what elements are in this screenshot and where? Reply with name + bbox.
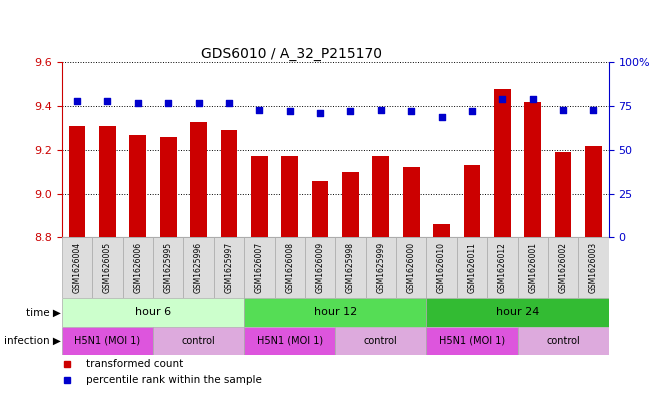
Bar [525, 102, 541, 237]
Text: control: control [546, 336, 580, 346]
Text: GSM1625995: GSM1625995 [163, 242, 173, 294]
Bar [518, 327, 609, 355]
Point [193, 99, 204, 106]
Bar [244, 237, 275, 298]
Bar [62, 298, 244, 327]
Bar [548, 237, 578, 298]
Text: H5N1 (MOI 1): H5N1 (MOI 1) [74, 336, 141, 346]
Point [558, 107, 568, 113]
Bar [244, 298, 426, 327]
Text: hour 24: hour 24 [496, 307, 539, 318]
Text: GSM1626002: GSM1626002 [559, 242, 568, 293]
Text: GSM1626008: GSM1626008 [285, 242, 294, 293]
Bar [153, 237, 184, 298]
Text: H5N1 (MOI 1): H5N1 (MOI 1) [256, 336, 323, 346]
Text: GSM1626000: GSM1626000 [407, 242, 416, 294]
Point [436, 114, 447, 120]
Bar [251, 156, 268, 237]
Bar [372, 156, 389, 237]
Text: infection ▶: infection ▶ [4, 336, 61, 346]
Point [589, 107, 599, 113]
Text: GSM1626012: GSM1626012 [498, 242, 507, 293]
Point [467, 108, 477, 115]
Bar [244, 327, 335, 355]
Bar [426, 237, 457, 298]
Point [72, 98, 82, 104]
Point [497, 96, 508, 102]
Text: GSM1625996: GSM1625996 [194, 242, 203, 294]
Bar [396, 237, 426, 298]
Bar [153, 327, 244, 355]
Text: GSM1625998: GSM1625998 [346, 242, 355, 293]
Bar [221, 130, 237, 237]
Point [345, 108, 355, 115]
Bar [275, 237, 305, 298]
Bar [585, 145, 602, 237]
Point [406, 108, 417, 115]
Bar [426, 327, 518, 355]
Bar [184, 237, 214, 298]
Bar [312, 180, 329, 237]
Text: GSM1626010: GSM1626010 [437, 242, 446, 293]
Text: GSM1626005: GSM1626005 [103, 242, 112, 294]
Bar [342, 172, 359, 237]
Bar [403, 167, 419, 237]
Text: hour 6: hour 6 [135, 307, 171, 318]
Bar [305, 237, 335, 298]
Bar [99, 126, 116, 237]
Bar [578, 237, 609, 298]
Text: GSM1626001: GSM1626001 [528, 242, 537, 293]
Bar [190, 121, 207, 237]
Text: H5N1 (MOI 1): H5N1 (MOI 1) [439, 336, 505, 346]
Bar [494, 89, 510, 237]
Bar [426, 298, 609, 327]
Text: GDS6010 / A_32_P215170: GDS6010 / A_32_P215170 [201, 46, 382, 61]
Text: percentile rank within the sample: percentile rank within the sample [87, 375, 262, 385]
Bar [335, 237, 366, 298]
Point [284, 108, 295, 115]
Bar [555, 152, 572, 237]
Bar [214, 237, 244, 298]
Text: GSM1626011: GSM1626011 [467, 242, 477, 293]
Point [133, 99, 143, 106]
Bar [62, 237, 92, 298]
Text: GSM1626003: GSM1626003 [589, 242, 598, 294]
Bar [281, 156, 298, 237]
Bar [457, 237, 487, 298]
Bar [159, 137, 176, 237]
Bar [69, 126, 85, 237]
Point [527, 96, 538, 102]
Point [315, 110, 326, 116]
Text: control: control [364, 336, 398, 346]
Point [102, 98, 113, 104]
Text: GSM1626004: GSM1626004 [72, 242, 81, 294]
Bar [366, 237, 396, 298]
Bar [434, 224, 450, 237]
Text: hour 12: hour 12 [314, 307, 357, 318]
Point [254, 107, 264, 113]
Text: transformed count: transformed count [87, 359, 184, 369]
Text: GSM1625999: GSM1625999 [376, 242, 385, 294]
Text: GSM1626009: GSM1626009 [316, 242, 325, 294]
Text: GSM1626007: GSM1626007 [255, 242, 264, 294]
Bar [518, 237, 548, 298]
Point [163, 99, 173, 106]
Bar [487, 237, 518, 298]
Bar [130, 135, 146, 237]
Point [376, 107, 386, 113]
Text: control: control [182, 336, 215, 346]
Bar [122, 237, 153, 298]
Bar [92, 237, 122, 298]
Bar [335, 327, 426, 355]
Point [224, 99, 234, 106]
Bar [464, 165, 480, 237]
Text: time ▶: time ▶ [25, 307, 61, 318]
Text: GSM1626006: GSM1626006 [133, 242, 143, 294]
Bar [62, 327, 153, 355]
Text: GSM1625997: GSM1625997 [225, 242, 234, 294]
